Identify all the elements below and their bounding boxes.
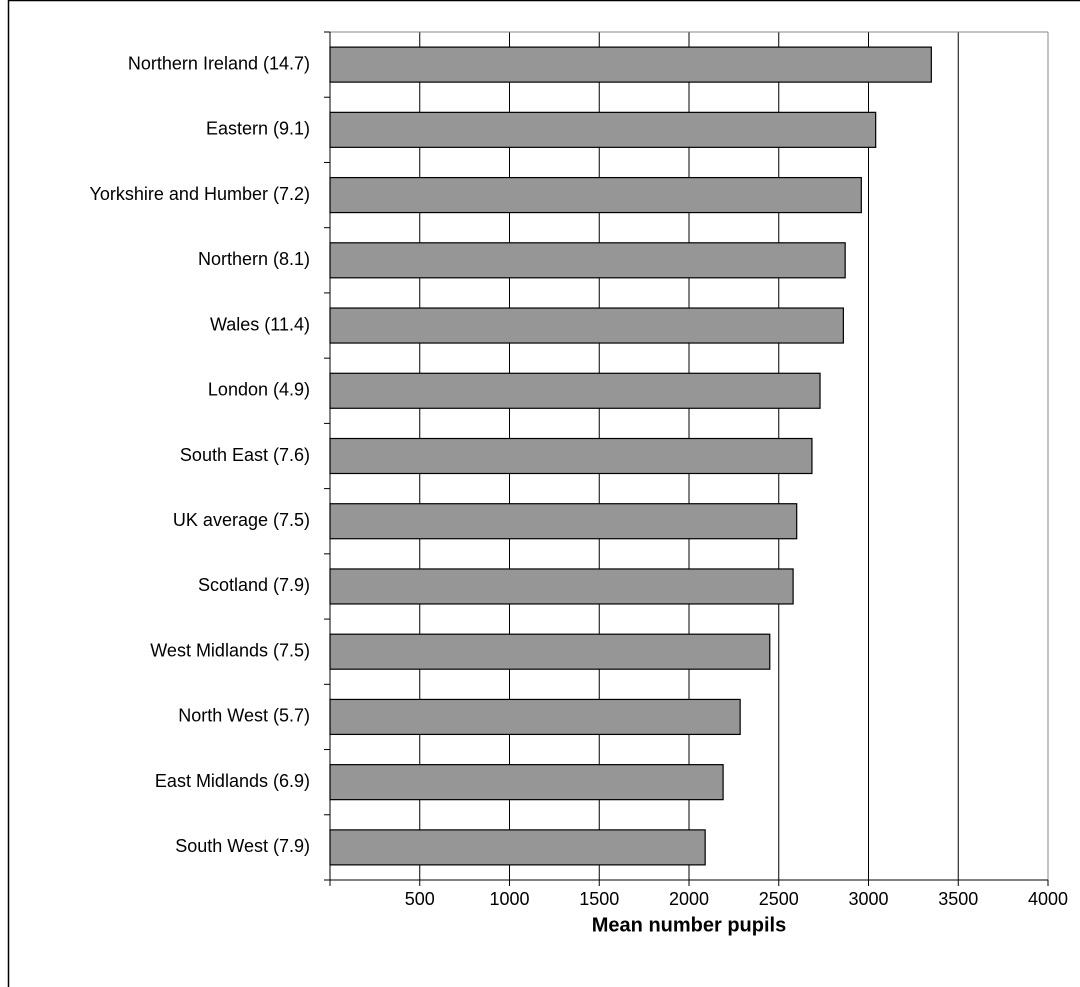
y-tick-label: Wales (11.4) <box>210 314 310 334</box>
bar <box>329 111 877 148</box>
x-tick-label: 1000 <box>489 889 529 909</box>
bar <box>329 307 844 344</box>
x-tick-label: 2000 <box>669 889 709 909</box>
x-tick-label: 500 <box>405 889 435 909</box>
y-tick-label: East Midlands (6.9) <box>155 771 310 791</box>
y-tick-label: North West (5.7) <box>178 706 310 726</box>
x-tick-label: 4000 <box>1028 889 1068 909</box>
y-tick-label: London (4.9) <box>208 380 310 400</box>
bar <box>329 46 932 83</box>
bar <box>329 372 821 409</box>
x-tick-label: 3000 <box>848 889 888 909</box>
bar <box>329 829 706 866</box>
bar <box>329 437 813 475</box>
y-tick-label: UK average (7.5) <box>173 510 310 530</box>
bar <box>329 764 724 801</box>
bar <box>329 568 794 605</box>
bar <box>329 698 741 736</box>
y-tick-label: South West (7.9) <box>175 836 310 856</box>
bar <box>329 633 771 670</box>
x-tick-label: 1500 <box>579 889 619 909</box>
y-tick-label: Eastern (9.1) <box>206 119 310 139</box>
bar <box>329 503 798 540</box>
y-tick-label: Northern Ireland (14.7) <box>128 53 310 73</box>
x-tick-label: 3500 <box>938 889 978 909</box>
frame <box>7 0 1080 987</box>
y-tick-label: Scotland (7.9) <box>198 575 310 595</box>
y-tick-label: Yorkshire and Humber (7.2) <box>90 184 310 204</box>
x-tick-label: 2500 <box>759 889 799 909</box>
y-tick-label: Northern (8.1) <box>198 249 310 269</box>
y-tick-label: South East (7.6) <box>180 445 310 465</box>
x-axis-label: Mean number pupils <box>592 914 786 936</box>
bar <box>329 176 862 214</box>
y-tick-label: West Midlands (7.5) <box>150 640 310 660</box>
bar <box>329 242 846 279</box>
